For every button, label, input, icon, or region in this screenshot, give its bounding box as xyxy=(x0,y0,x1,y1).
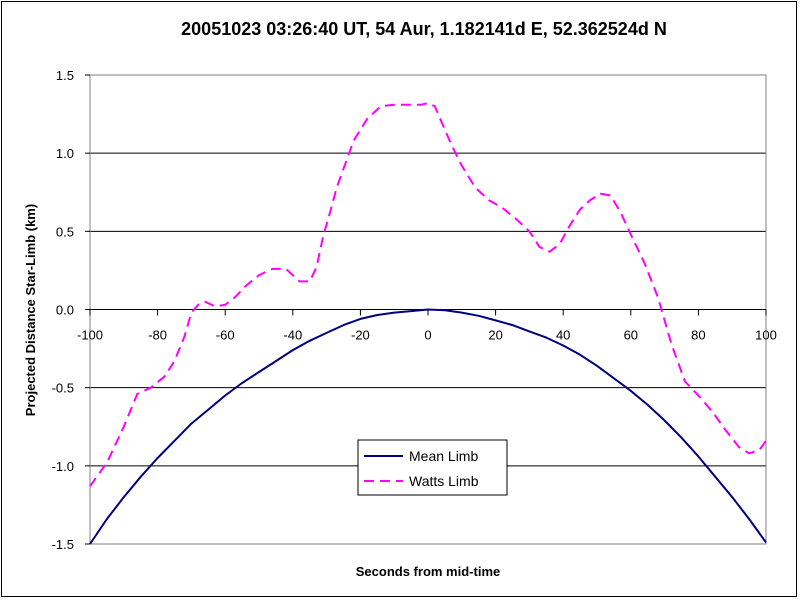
legend-label-mean-limb: Mean Limb xyxy=(409,448,478,464)
series-line-watts-limb xyxy=(89,102,767,487)
chart-title: 20051023 03:26:40 UT, 54 Aur, 1.182141d … xyxy=(181,19,667,39)
x-axis-title: Seconds from mid-time xyxy=(356,564,500,579)
legend-label-watts-limb: Watts Limb xyxy=(409,473,479,489)
y-tick-label: -1.5 xyxy=(52,537,74,552)
y-tick-label: 1.0 xyxy=(56,146,74,161)
x-tick-label: -40 xyxy=(283,328,302,343)
x-tick-label: 40 xyxy=(556,328,570,343)
x-tick-label: -80 xyxy=(148,328,167,343)
y-tick-label: -0.5 xyxy=(52,381,74,396)
x-tick-label: -100 xyxy=(77,328,103,343)
legend: Mean Limb Watts Limb xyxy=(357,439,508,496)
x-axis: -100 -80 -60 -40 -20 0 20 40 60 80 100 xyxy=(77,309,777,343)
x-tick-label: 20 xyxy=(488,328,502,343)
x-tick-label: 100 xyxy=(755,328,777,343)
x-tick-label: -60 xyxy=(216,328,235,343)
legend-box xyxy=(357,439,508,496)
y-tick-label: -1.0 xyxy=(52,459,74,474)
series-layer xyxy=(89,102,767,545)
y-tick-label: 0.0 xyxy=(56,303,74,318)
y-tick-label: 0.5 xyxy=(56,224,74,239)
x-tick-label: -20 xyxy=(351,328,370,343)
series-line-mean-limb xyxy=(89,308,767,545)
y-axis: 1.5 1.0 0.5 0.0 -0.5 -1.0 -1.5 xyxy=(52,68,90,552)
x-tick-label: 60 xyxy=(624,328,638,343)
y-axis-title: Projected Distance Star-Limb (km) xyxy=(23,204,38,416)
x-tick-label: 80 xyxy=(691,328,705,343)
y-tick-label: 1.5 xyxy=(56,68,74,83)
x-tick-label: 0 xyxy=(424,328,431,343)
